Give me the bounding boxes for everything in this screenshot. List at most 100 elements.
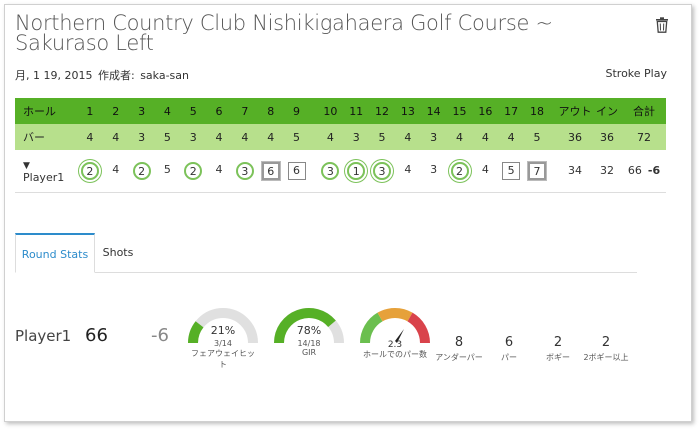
par-count-value: 6 — [504, 335, 514, 350]
fairway-label: フェアウェイヒット — [191, 349, 255, 369]
par-value: 3 — [128, 124, 155, 150]
hole-number: 6 — [206, 98, 232, 124]
spacer — [309, 124, 318, 150]
hole-number: 17 — [498, 98, 525, 124]
putts-gauge-dial — [360, 308, 430, 344]
player-diff: -6 — [647, 164, 661, 178]
hole-score: 3 — [321, 161, 340, 180]
par-value: 4 — [231, 124, 258, 150]
hole-score: 5 — [502, 161, 521, 180]
stats-diff: -6 — [151, 325, 169, 346]
author-name: saka-san — [140, 69, 190, 82]
gir-detail: 14/18 — [297, 339, 321, 348]
stats-total: 66 — [85, 325, 108, 346]
par-value: 4 — [257, 124, 284, 150]
hole-score: 3 — [373, 161, 392, 180]
double-bogey-value: 2 — [601, 335, 611, 350]
hole-score: 7 — [527, 160, 548, 181]
hole-number: 15 — [446, 98, 473, 124]
double-bogey-count: 2 2ボギー以上 — [576, 335, 636, 363]
par-value: 4 — [446, 124, 473, 150]
hole-score: 4 — [481, 162, 489, 176]
gir-label: GIR — [301, 348, 317, 357]
par-row: バー 4 4 3 5 3 4 4 4 5 4 3 5 4 3 4 4 4 5 3… — [15, 124, 666, 150]
hole-score: 1 — [347, 161, 366, 180]
hole-number: 2 — [102, 98, 129, 124]
par-value: 4 — [394, 124, 421, 150]
hole-number: 10 — [317, 98, 344, 124]
gir-gauge-arc — [274, 308, 344, 344]
player-out: 34 — [558, 150, 592, 193]
par-value: 4 — [498, 124, 525, 150]
hole-number: 18 — [524, 98, 550, 124]
hole-number: 7 — [231, 98, 258, 124]
par-value: 4 — [206, 124, 232, 150]
player-in: 32 — [592, 150, 622, 193]
par-count-label: パー — [501, 353, 517, 362]
under-par-value: 8 — [454, 335, 464, 350]
player-toggle[interactable]: ▼Player1 — [15, 150, 77, 193]
par-value: 4 — [77, 124, 103, 150]
hole-number: 11 — [343, 98, 370, 124]
round-meta: 月, 1 19, 2015 作成者: saka-san — [15, 67, 191, 83]
gir-gauge: 78% 14/18 GIR — [274, 302, 344, 367]
player-total-cell: 66 -6 — [622, 150, 666, 193]
stats-player-name: Player1 — [15, 327, 72, 345]
course-title: Northern Country Club Nishikigahaera Gol… — [15, 11, 553, 55]
bogey-count: 2 ボギー — [528, 335, 588, 363]
hole-number: 8 — [257, 98, 284, 124]
trash-icon[interactable] — [655, 17, 669, 33]
hole-number: 5 — [180, 98, 207, 124]
total-label: 合計 — [622, 98, 666, 124]
player-name: Player1 — [23, 170, 65, 184]
par-in-total: 36 — [592, 124, 622, 150]
fairway-gauge-arc — [188, 308, 258, 344]
round-date: 月, 1 19, 2015 — [15, 69, 93, 82]
fairway-percent: 21% — [210, 324, 236, 337]
bogey-value: 2 — [553, 335, 563, 350]
scorecard-table: ホール 1 2 3 4 5 6 7 8 9 10 11 12 13 14 15 … — [15, 98, 666, 193]
putts-value: 2.3 — [387, 340, 403, 350]
hole-number: 14 — [420, 98, 447, 124]
par-value: 5 — [369, 124, 395, 150]
under-par-count: 8 アンダーパー — [429, 335, 489, 363]
spacer — [550, 124, 558, 150]
player-total: 66 — [627, 164, 642, 178]
hole-number: 16 — [472, 98, 499, 124]
par-value: 3 — [343, 124, 370, 150]
hole-number: 3 — [128, 98, 155, 124]
spacer — [309, 98, 318, 124]
putts-needle — [395, 329, 404, 343]
tab-round-stats[interactable]: Round Stats — [15, 233, 95, 273]
par-value: 5 — [283, 124, 310, 150]
tab-shots[interactable]: Shots — [102, 246, 134, 259]
par-count: 6 パー — [479, 335, 539, 363]
hole-number: 9 — [283, 98, 310, 124]
par-value: 3 — [420, 124, 447, 150]
par-value: 5 — [524, 124, 550, 150]
spacer — [550, 98, 558, 124]
in-label: イン — [592, 98, 622, 124]
hole-score: 4 — [112, 162, 120, 176]
hole-score: 2 — [132, 161, 151, 180]
hole-score: 3 — [430, 162, 438, 176]
hole-number: 13 — [394, 98, 421, 124]
hole-score: 5 — [163, 162, 171, 176]
hole-score: 2 — [80, 161, 99, 180]
par-out-total: 36 — [558, 124, 592, 150]
player-score-row[interactable]: ▼Player1 2 4 2 5 2 4 3 6 6 3 1 3 4 3 2 4… — [15, 150, 666, 193]
hole-score: 6 — [260, 160, 281, 181]
fairway-gauge: 21% 3/14 フェアウェイヒット — [188, 302, 258, 369]
spacer — [309, 150, 318, 193]
putts-gauge: 2.3 ホールでのパー数 — [360, 302, 430, 367]
hole-score: 4 — [404, 162, 412, 176]
chevron-down-icon[interactable]: ▼ — [23, 160, 30, 171]
hole-number: 12 — [369, 98, 395, 124]
bogey-label: ボギー — [546, 353, 570, 362]
hole-score: 3 — [235, 161, 254, 180]
play-mode: Stroke Play — [605, 67, 668, 80]
par-value: 3 — [180, 124, 207, 150]
par-value: 4 — [317, 124, 344, 150]
hole-number: 4 — [154, 98, 181, 124]
hole-score: 2 — [450, 161, 469, 180]
